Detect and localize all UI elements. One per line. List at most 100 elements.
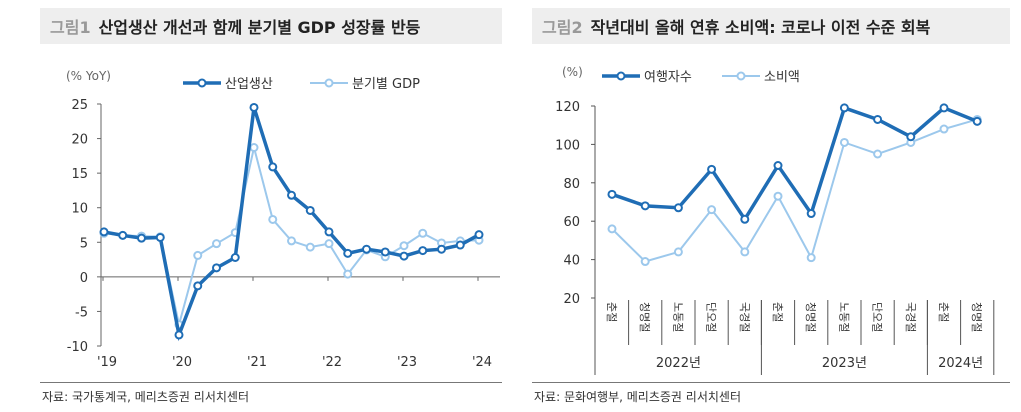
- industrial-production-point: [343, 248, 353, 258]
- x-group-label: 2023년: [822, 356, 867, 371]
- spending-point: [673, 247, 683, 257]
- legend-label: 여행자수: [644, 69, 692, 85]
- y-tick-label: 100: [555, 138, 580, 153]
- right-figure-title: 그림2 작년대비 올해 연휴 소비액: 코로나 이전 수준 회복: [532, 8, 1010, 44]
- industrial-production-point: [418, 246, 428, 256]
- travelers-line: [611, 105, 978, 223]
- gdp-point: [249, 143, 259, 153]
- x-category-label: 노동절: [671, 302, 684, 332]
- spending-point: [640, 257, 650, 267]
- gdp-point: [287, 236, 296, 246]
- x-tick-label: '23: [397, 355, 417, 370]
- x-category-label: 단오절: [705, 302, 718, 332]
- travelers-point: [607, 189, 617, 199]
- figure-number: 그림2: [542, 18, 583, 37]
- industrial-production-point: [380, 247, 390, 257]
- legend-marker: [324, 78, 334, 88]
- x-category-label: 춘절: [771, 302, 784, 322]
- x-tick-label: '21: [247, 355, 267, 370]
- y-axis-unit: (% YoY): [66, 69, 111, 83]
- y-tick-label: -5: [75, 305, 88, 320]
- travelers-point: [873, 114, 883, 124]
- industrial-production-point: [399, 251, 409, 261]
- industrial-production-point: [137, 233, 146, 243]
- gdp-point: [193, 250, 203, 260]
- source-note: 자료: 국가통계국, 메리츠증권 리서치센터: [42, 390, 249, 404]
- spending-point: [607, 224, 617, 234]
- legend-label: 소비액: [764, 70, 800, 85]
- x-category-label: 국경절: [738, 302, 751, 332]
- spending-point: [806, 253, 816, 263]
- x-tick-label: '24: [472, 355, 492, 370]
- industrial-production-point: [287, 190, 296, 200]
- travelers-point: [640, 201, 650, 211]
- x-category-label: 청명절: [804, 302, 817, 332]
- industrial-production-point: [212, 263, 221, 273]
- y-tick-label: 5: [80, 236, 88, 251]
- industrial-production-point: [474, 230, 484, 240]
- legend-label: 산업생산: [225, 77, 273, 92]
- gdp-point: [212, 239, 221, 249]
- spending-point: [873, 149, 883, 159]
- x-group-label: 2024년: [938, 356, 983, 371]
- y-tick-label: 25: [71, 98, 88, 113]
- y-tick-label: 20: [563, 292, 580, 307]
- industrial-production-point: [99, 227, 109, 237]
- divider: [532, 382, 1010, 383]
- gdp-point: [418, 228, 428, 238]
- industrial-production-point: [268, 162, 278, 172]
- y-tick-label: 40: [563, 254, 580, 269]
- industrial-production-line: [103, 106, 480, 342]
- industrial-production-point: [155, 232, 165, 242]
- figure-title: 산업생산 개선과 함께 분기별 GDP 성장률 반등: [98, 18, 421, 37]
- divider: [40, 382, 502, 383]
- x-group-label: 2022년: [656, 356, 701, 371]
- y-tick-label: 20: [71, 133, 88, 148]
- x-category-label: 청명절: [970, 302, 983, 332]
- x-category-label: 춘절: [605, 302, 618, 322]
- industrial-production-point: [230, 252, 240, 262]
- travelers-point: [707, 164, 717, 174]
- industrial-production-point: [324, 227, 334, 237]
- spending-line: [611, 118, 978, 263]
- legend-label: 분기별 GDP: [352, 77, 420, 92]
- y-tick-label: 10: [71, 202, 88, 217]
- spending-point: [740, 247, 750, 257]
- industrial-production-point: [362, 244, 371, 254]
- travelers-point: [972, 116, 982, 126]
- y-tick-label: 15: [71, 167, 88, 182]
- source-note: 자료: 문화여행부, 메리츠증권 리서치센터: [534, 390, 741, 404]
- legend-marker: [736, 71, 746, 81]
- industrial-production-point: [118, 230, 128, 240]
- y-axis-unit: (%): [562, 65, 583, 79]
- spending-point: [839, 137, 849, 147]
- y-tick-label: 120: [555, 100, 580, 115]
- spending-point: [939, 124, 949, 134]
- industrial-production-point: [437, 244, 446, 254]
- y-tick-label: -10: [67, 340, 88, 355]
- legend-marker: [616, 71, 626, 81]
- industrial-production-point: [193, 281, 203, 291]
- y-tick-label: 60: [563, 215, 580, 230]
- travelers-point: [906, 132, 916, 142]
- x-category-label: 청명절: [638, 302, 651, 332]
- industrial-production-point: [174, 330, 184, 340]
- industrial-production-point: [249, 102, 259, 112]
- travelers-point: [939, 103, 949, 113]
- spending-point: [773, 191, 783, 201]
- y-tick-label: 80: [563, 177, 580, 192]
- spending-point: [707, 205, 717, 215]
- figure-title: 작년대비 올해 연휴 소비액: 코로나 이전 수준 회복: [590, 18, 931, 37]
- travelers-point: [740, 214, 750, 224]
- y-tick-label: 0: [80, 271, 88, 286]
- x-category-label: 단오절: [871, 302, 884, 332]
- travelers-point: [839, 103, 849, 113]
- x-category-label: 춘절: [937, 302, 950, 322]
- travelers-point: [673, 203, 683, 213]
- gdp-point: [399, 241, 409, 251]
- gdp-point: [324, 239, 334, 249]
- figure-number: 그림1: [50, 18, 91, 37]
- gdp-point: [343, 269, 353, 279]
